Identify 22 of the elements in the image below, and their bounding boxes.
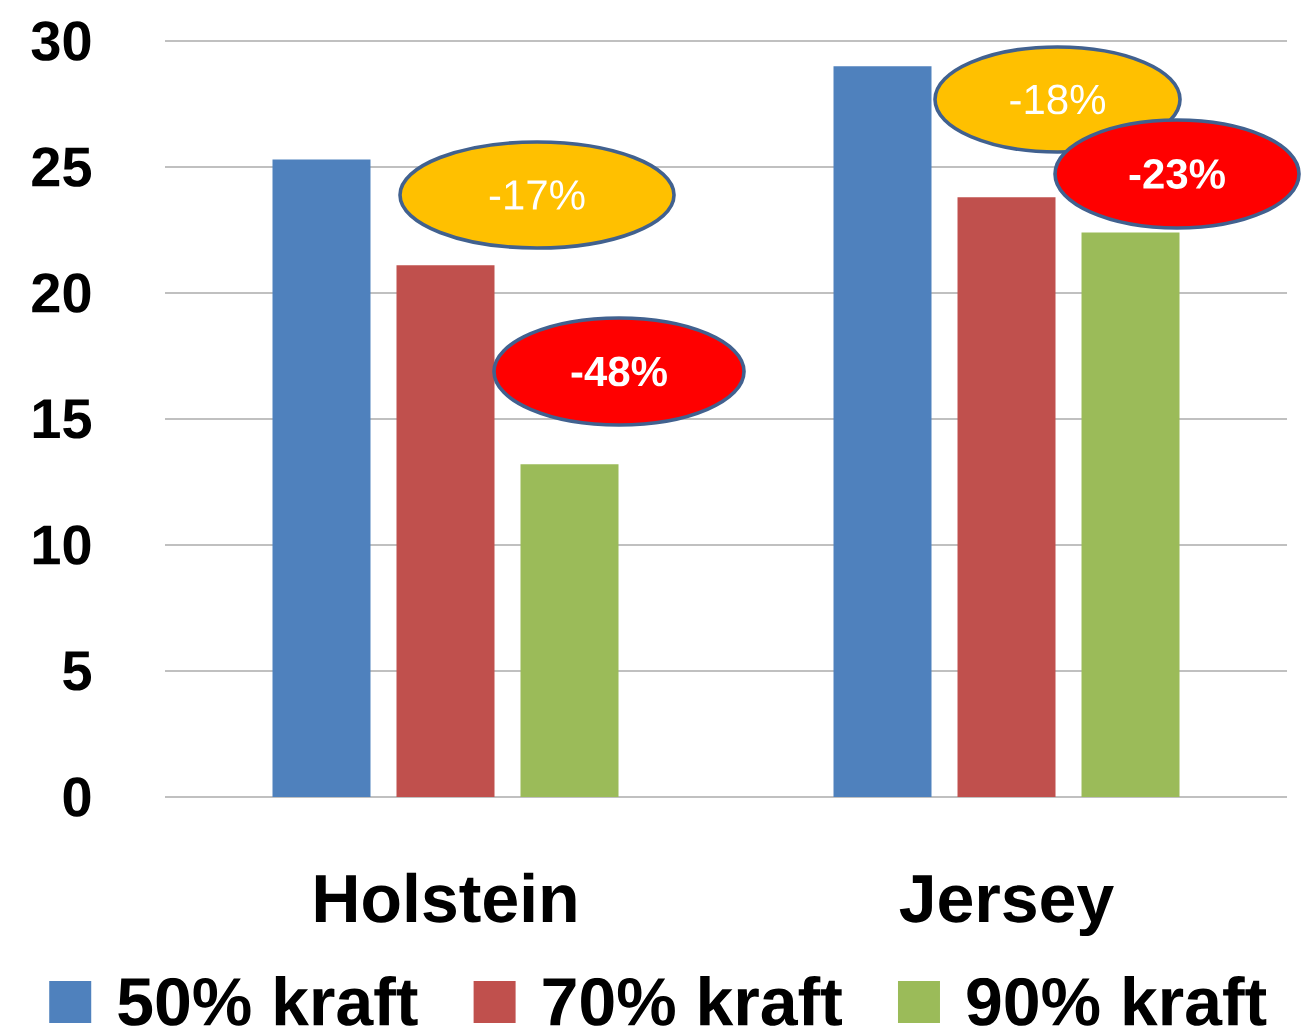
y-tick-label: 25: [32, 147, 92, 187]
y-tick-label: 10: [33, 525, 91, 565]
y-tick-label: 0: [63, 777, 91, 817]
legend-label: 70% kraft: [543, 975, 843, 1026]
legend-label: 90% kraft: [967, 975, 1267, 1026]
bar: [396, 265, 495, 797]
legend-label: 50% kraft: [118, 975, 418, 1026]
y-tick-label: 15: [33, 399, 92, 439]
x-tick-label: Holstein: [315, 872, 576, 923]
y-tick-label: 30: [31, 21, 91, 61]
x-tick-label: Jersey: [899, 875, 1114, 937]
bar: [957, 197, 1056, 797]
bar: [520, 464, 619, 797]
bar: [1081, 232, 1180, 797]
annotation: -17%: [489, 180, 585, 210]
y-tick-label: 20: [32, 273, 91, 313]
annotation: -48%: [571, 356, 667, 387]
annotation: -18%: [1010, 84, 1106, 115]
bar: [833, 66, 932, 797]
y-tick-label: 5: [63, 651, 92, 691]
annotation: -23%: [1129, 159, 1225, 189]
bar: [272, 159, 371, 797]
